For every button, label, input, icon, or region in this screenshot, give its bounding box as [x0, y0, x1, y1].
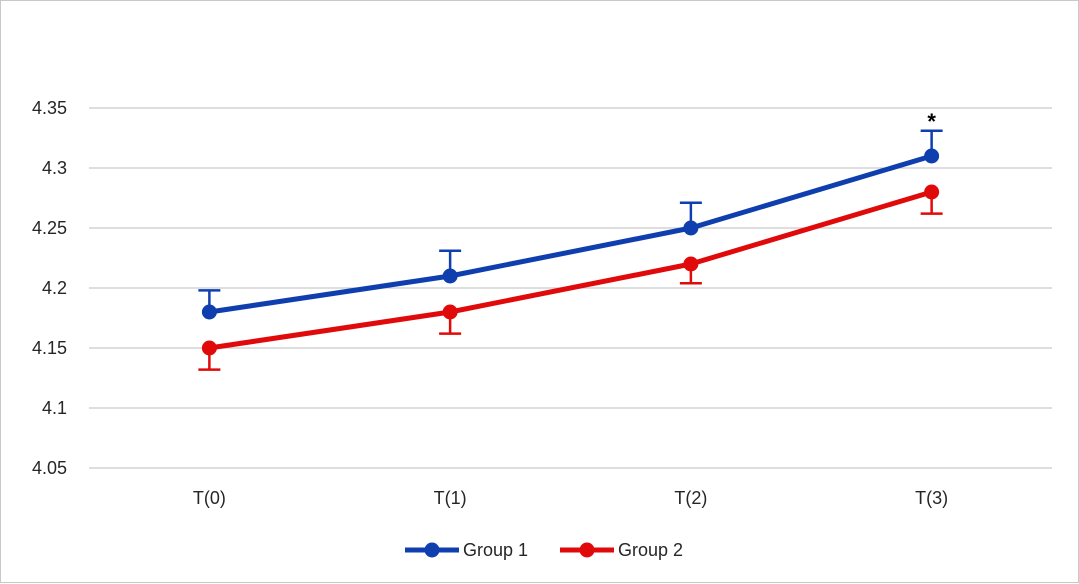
y-tick-label-4-2: 4.2	[42, 278, 67, 298]
data-point-group-1-t-1	[442, 268, 458, 284]
legend-item-group-2: Group 2	[560, 540, 683, 560]
legend-swatch-marker	[424, 542, 440, 558]
y-tick-label-4-15: 4.15	[32, 338, 67, 358]
y-axis-ticks: 4.05 4.1 4.15 4.2 4.25 4.3 4.35	[32, 98, 67, 478]
series-group-2	[198, 184, 943, 371]
y-tick-label-4-3: 4.3	[42, 158, 67, 178]
legend-swatch-marker	[579, 542, 595, 558]
legend-label-group-1: Group 1	[463, 540, 528, 560]
data-point-group-2-t-3	[924, 184, 940, 200]
x-tick-label-t-2: T(2)	[674, 488, 707, 508]
series-line-group-1	[206, 153, 935, 315]
significance-asterisk: *	[927, 109, 936, 134]
x-tick-label-t-0: T(0)	[193, 488, 226, 508]
data-point-group-2-t-0	[201, 340, 217, 356]
legend-label-group-2: Group 2	[618, 540, 683, 560]
y-tick-label-4-25: 4.25	[32, 218, 67, 238]
y-tick-label-4-05: 4.05	[32, 458, 67, 478]
series-line-group-2	[206, 189, 935, 351]
gridlines	[89, 107, 1052, 469]
x-tick-label-t-3: T(3)	[915, 488, 948, 508]
legend-item-group-1: Group 1	[405, 540, 528, 560]
data-point-group-2-t-2	[683, 256, 699, 272]
data-point-group-1-t-0	[201, 304, 217, 320]
x-axis-ticks: T(0) T(1) T(2) T(3)	[193, 488, 948, 508]
series	[198, 129, 943, 371]
series-group-1	[198, 129, 943, 320]
y-tick-label-4-35: 4.35	[32, 98, 67, 118]
data-point-group-1-t-3	[924, 148, 940, 164]
data-point-group-2-t-1	[442, 304, 458, 320]
annotations: *	[927, 109, 936, 134]
y-tick-label-4-1: 4.1	[42, 398, 67, 418]
x-tick-label-t-1: T(1)	[434, 488, 467, 508]
data-point-group-1-t-2	[683, 220, 699, 236]
legend: Group 1 Group 2	[405, 540, 683, 560]
